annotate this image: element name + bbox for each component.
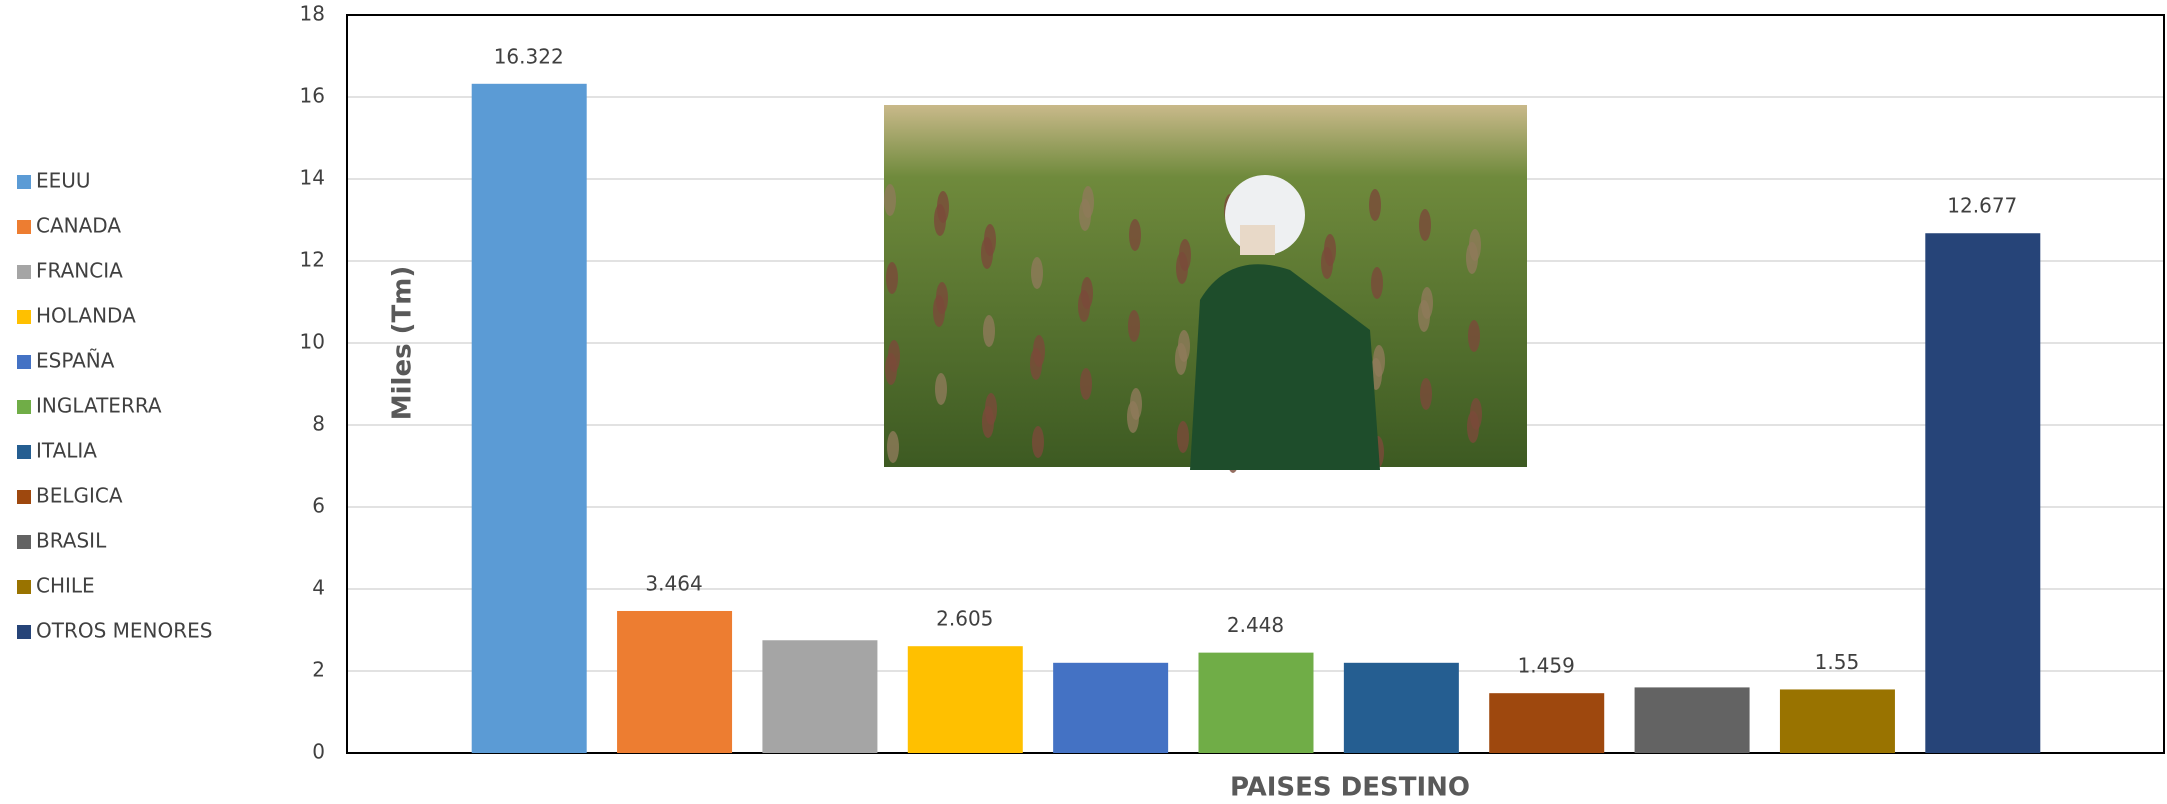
data-label: 2.605 — [936, 607, 993, 631]
legend-swatch — [17, 445, 31, 459]
data-label: 3.464 — [645, 571, 702, 595]
data-label: 16.322 — [494, 44, 564, 68]
y-tick-label: 2 — [312, 658, 325, 682]
y-tick-label: 16 — [300, 84, 325, 108]
legend-label: OTROS MENORES — [36, 619, 212, 643]
bar — [617, 610, 733, 753]
bar — [762, 640, 878, 753]
legend-swatch — [17, 580, 31, 594]
data-label: 12.677 — [1947, 194, 2017, 218]
legend-label: FRANCIA — [36, 259, 123, 283]
legend-swatch — [17, 400, 31, 414]
legend-swatch — [17, 175, 31, 189]
legend-label: BELGICA — [36, 484, 123, 508]
y-tick-label: 14 — [300, 166, 325, 190]
data-label: 2.448 — [1227, 613, 1284, 637]
bar — [1925, 233, 2041, 754]
bar — [907, 646, 1023, 753]
y-tick-label: 0 — [312, 740, 325, 764]
legend-label: BRASIL — [36, 529, 107, 553]
legend-label: ESPAÑA — [36, 349, 115, 373]
photo — [884, 105, 1527, 473]
legend-swatch — [17, 265, 31, 279]
y-tick-label: 8 — [312, 412, 325, 436]
legend-label: HOLANDA — [36, 304, 136, 328]
bar — [1489, 693, 1605, 753]
legend-label: CHILE — [36, 574, 95, 598]
legend-swatch — [17, 625, 31, 639]
y-tick-label: 4 — [312, 576, 325, 600]
y-tick-label: 18 — [300, 2, 325, 26]
bar — [1634, 687, 1750, 753]
y-tick-label: 12 — [300, 248, 325, 272]
legend-swatch — [17, 220, 31, 234]
legend-label: CANADA — [36, 214, 121, 238]
legend-swatch — [17, 535, 31, 549]
y-tick-label: 6 — [312, 494, 325, 518]
legend-swatch — [17, 490, 31, 504]
bar — [1198, 652, 1314, 753]
bar — [1343, 662, 1459, 753]
legend-swatch — [17, 355, 31, 369]
legend-label: EEUU — [36, 169, 91, 193]
bar — [1053, 662, 1169, 753]
bar — [1779, 689, 1895, 753]
legend-label: ITALIA — [36, 439, 97, 463]
bar — [471, 83, 587, 754]
data-label: 1.55 — [1815, 650, 1860, 674]
y-tick-label: 10 — [300, 330, 325, 354]
legend-label: INGLATERRA — [36, 394, 162, 418]
legend-swatch — [17, 310, 31, 324]
x-axis-title: PAISES DESTINO — [1230, 773, 1470, 803]
data-label: 1.459 — [1518, 654, 1575, 678]
